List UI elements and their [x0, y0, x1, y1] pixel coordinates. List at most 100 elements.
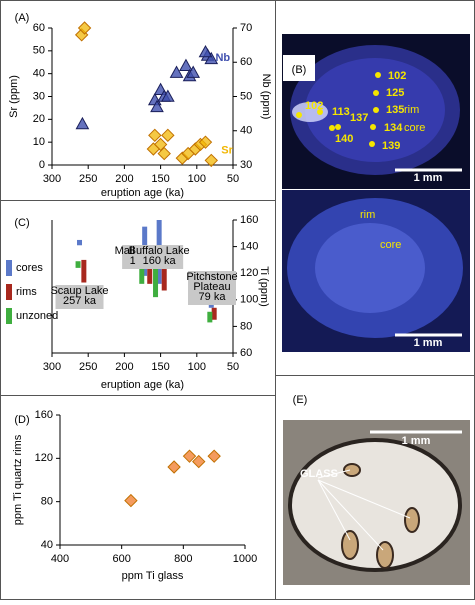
x-tick-label: 100: [188, 173, 206, 185]
y2-tick-label: 60: [240, 56, 252, 68]
glass-inclusion: [343, 463, 361, 477]
point: [179, 58, 193, 71]
y-tick-label: 60: [33, 22, 45, 34]
x-tick-label: 200: [115, 173, 133, 185]
glass-inclusion: [404, 507, 420, 533]
x-tick-label: 200: [115, 361, 133, 373]
point: [169, 65, 184, 78]
scale-bar-label: 1 mm: [402, 435, 431, 447]
x-tick-label: 250: [79, 361, 97, 373]
point: [161, 128, 175, 143]
callout-label: GLASS: [300, 468, 338, 480]
point: [182, 449, 197, 463]
y-tick-label: 40: [41, 539, 53, 551]
range-bar: [161, 259, 167, 291]
range-bar: [207, 311, 213, 323]
panel-label: (B): [292, 64, 307, 76]
legend-label: unzoned: [16, 310, 58, 322]
spot: [296, 112, 302, 118]
glass-inclusion: [341, 530, 359, 560]
x-axis-title: eruption age (ka): [101, 379, 184, 391]
point: [192, 454, 206, 469]
y2-tick-label: 160: [240, 214, 258, 226]
panel-label: (E): [293, 394, 308, 406]
y-tick-label: 40: [33, 68, 45, 80]
y-tick-label: 20: [33, 113, 45, 125]
scale-bar-label: 1 mm: [414, 337, 443, 349]
y-tick-label: 120: [35, 452, 53, 464]
range-bar: [81, 259, 87, 283]
spot-label: 135: [386, 104, 404, 116]
y2-tick-label: 140: [240, 241, 258, 253]
spot-label: 137: [350, 112, 368, 124]
y2-axis-title: Nb (ppm): [260, 74, 272, 120]
panel-label: (D): [14, 414, 29, 426]
zone-label: core: [404, 122, 425, 134]
spot: [317, 109, 323, 115]
annotation: 79 ka: [199, 291, 227, 303]
range-bar: [75, 261, 81, 268]
y-tick-label: 0: [39, 159, 45, 171]
x-tick-label: 50: [227, 173, 239, 185]
spot-label: 102: [388, 70, 406, 82]
range-bar: [153, 267, 159, 298]
panel-label: (A): [15, 12, 30, 24]
y2-tick-label: 30: [240, 159, 252, 171]
legend-swatch: [6, 260, 12, 276]
point: [124, 493, 138, 508]
x-tick-label: 1000: [233, 553, 257, 565]
x-tick-label: 150: [151, 361, 169, 373]
x-tick-label: 300: [43, 173, 61, 185]
spot: [375, 72, 381, 78]
scale-bar-label: 1 mm: [414, 172, 443, 184]
callout-lines: [317, 469, 411, 551]
annotation: Buffalo Lake: [129, 245, 190, 257]
y2-tick-label: 70: [240, 22, 252, 34]
label-box: [283, 55, 315, 81]
y-tick-label: 50: [33, 45, 45, 57]
spot-label: 134: [384, 122, 403, 134]
point: [207, 449, 221, 463]
y-axis-title: ppm Ti quartz rims: [12, 434, 24, 525]
x-tick-label: 150: [151, 173, 169, 185]
x-axis-title: eruption age (ka): [101, 187, 184, 199]
x-tick-label: 800: [174, 553, 192, 565]
y2-tick-label: 50: [240, 90, 252, 102]
range-bar: [77, 239, 83, 246]
y2-tick-label: 120: [240, 267, 258, 279]
spot: [370, 124, 376, 130]
y2-tick-label: 40: [240, 125, 252, 137]
annotation: 160 ka: [143, 255, 177, 267]
point: [146, 142, 161, 156]
y2-tick-label: 80: [240, 320, 252, 332]
y-axis-title: Sr (ppm): [8, 75, 20, 118]
annotation-box: [135, 245, 184, 269]
point: [75, 116, 90, 130]
spot-label: 102: [305, 100, 323, 112]
range-bar: [211, 307, 217, 320]
y-tick-label: 30: [33, 90, 45, 102]
y-tick-label: 160: [35, 409, 53, 421]
point: [160, 89, 175, 102]
panel-label: (C): [14, 217, 29, 229]
y2-axis-title: Ti (ppm): [258, 266, 270, 307]
point: [77, 21, 92, 35]
y2-tick-label: 100: [240, 294, 258, 306]
annotation: Pitchstone: [186, 271, 237, 283]
x-tick-label: 400: [51, 553, 69, 565]
point: [167, 460, 181, 474]
zone-label: core: [380, 239, 401, 251]
x-axis-title: ppm Ti glass: [122, 570, 184, 582]
annotation-box: [188, 271, 237, 305]
spot: [335, 124, 341, 130]
annotation-box: [55, 285, 104, 309]
crystal-core: [315, 223, 425, 313]
y-tick-label: 80: [41, 496, 53, 508]
x-tick-label: 600: [112, 553, 130, 565]
range-bar: [139, 265, 145, 284]
spot-label: 140: [335, 133, 353, 145]
x-tick-label: 250: [79, 173, 97, 185]
spot: [329, 125, 335, 131]
annotation: Scaup Lake: [50, 285, 108, 297]
